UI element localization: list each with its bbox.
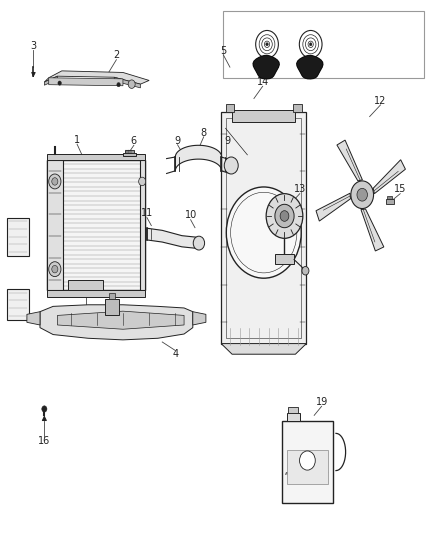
Circle shape bbox=[309, 43, 312, 46]
Text: 8: 8 bbox=[201, 127, 207, 138]
Polygon shape bbox=[193, 312, 206, 325]
Text: 1: 1 bbox=[74, 135, 80, 145]
Bar bbox=[223, 11, 424, 78]
Polygon shape bbox=[175, 146, 222, 171]
Polygon shape bbox=[361, 209, 384, 251]
Text: 7: 7 bbox=[83, 314, 89, 325]
Bar bbox=[46, 160, 145, 290]
Bar bbox=[288, 407, 298, 413]
Bar bbox=[275, 254, 294, 264]
Bar bbox=[287, 413, 300, 421]
Bar bbox=[287, 450, 328, 484]
Polygon shape bbox=[337, 140, 362, 181]
Bar bbox=[283, 421, 332, 503]
Text: 14: 14 bbox=[257, 77, 269, 87]
Circle shape bbox=[58, 81, 61, 85]
Text: 9: 9 bbox=[225, 135, 231, 146]
Circle shape bbox=[193, 236, 205, 250]
Circle shape bbox=[117, 83, 120, 87]
Circle shape bbox=[224, 157, 238, 174]
Polygon shape bbox=[44, 76, 57, 85]
Polygon shape bbox=[221, 344, 306, 354]
Text: ANTIFREEZE/COOLANT: ANTIFREEZE/COOLANT bbox=[285, 472, 330, 476]
Bar bbox=[7, 217, 29, 256]
Polygon shape bbox=[147, 228, 197, 248]
Circle shape bbox=[351, 181, 374, 208]
Bar bbox=[106, 300, 119, 316]
Circle shape bbox=[128, 80, 135, 88]
Bar bbox=[125, 150, 134, 153]
Circle shape bbox=[266, 193, 303, 238]
Circle shape bbox=[266, 43, 268, 46]
Text: 18: 18 bbox=[12, 295, 24, 305]
Bar bbox=[293, 104, 302, 112]
Circle shape bbox=[49, 262, 61, 277]
Circle shape bbox=[300, 451, 315, 470]
Circle shape bbox=[49, 174, 61, 189]
Text: 11: 11 bbox=[141, 208, 153, 219]
Text: M: M bbox=[305, 458, 310, 463]
Circle shape bbox=[280, 211, 289, 221]
Bar bbox=[68, 280, 103, 290]
Text: 6: 6 bbox=[131, 136, 137, 146]
Text: 5: 5 bbox=[220, 46, 226, 55]
Polygon shape bbox=[373, 160, 406, 193]
Circle shape bbox=[52, 177, 58, 185]
Circle shape bbox=[302, 266, 309, 275]
Polygon shape bbox=[114, 77, 141, 88]
Polygon shape bbox=[49, 78, 123, 86]
Circle shape bbox=[139, 177, 146, 185]
Polygon shape bbox=[316, 193, 350, 221]
Polygon shape bbox=[27, 312, 40, 325]
Text: 12: 12 bbox=[374, 95, 387, 106]
Polygon shape bbox=[57, 311, 184, 329]
Text: 19: 19 bbox=[315, 397, 328, 407]
Polygon shape bbox=[253, 55, 279, 79]
Bar bbox=[123, 153, 136, 157]
Polygon shape bbox=[221, 112, 306, 344]
Text: 4: 4 bbox=[172, 349, 178, 359]
Bar bbox=[46, 160, 63, 290]
Circle shape bbox=[226, 187, 301, 278]
Bar bbox=[109, 293, 115, 300]
Circle shape bbox=[357, 188, 367, 201]
Text: 13: 13 bbox=[293, 184, 306, 195]
Bar bbox=[7, 289, 29, 320]
Text: 3: 3 bbox=[30, 41, 36, 51]
Text: 2: 2 bbox=[113, 51, 120, 60]
Text: 17: 17 bbox=[12, 227, 25, 237]
Text: 15: 15 bbox=[394, 184, 406, 195]
Polygon shape bbox=[40, 305, 193, 340]
Bar bbox=[46, 154, 145, 160]
Bar bbox=[46, 290, 145, 297]
Circle shape bbox=[52, 265, 58, 273]
Bar bbox=[226, 104, 234, 112]
Polygon shape bbox=[297, 55, 323, 79]
Circle shape bbox=[42, 406, 47, 412]
Text: 16: 16 bbox=[38, 436, 50, 446]
Bar bbox=[140, 160, 145, 290]
Circle shape bbox=[275, 204, 294, 228]
Text: 9: 9 bbox=[174, 135, 180, 146]
Text: 5 YEAR COOLANT: 5 YEAR COOLANT bbox=[292, 478, 323, 482]
Bar bbox=[386, 199, 394, 204]
Bar bbox=[232, 110, 295, 122]
Text: 10: 10 bbox=[184, 211, 197, 221]
Bar bbox=[387, 196, 392, 199]
Polygon shape bbox=[44, 71, 149, 84]
